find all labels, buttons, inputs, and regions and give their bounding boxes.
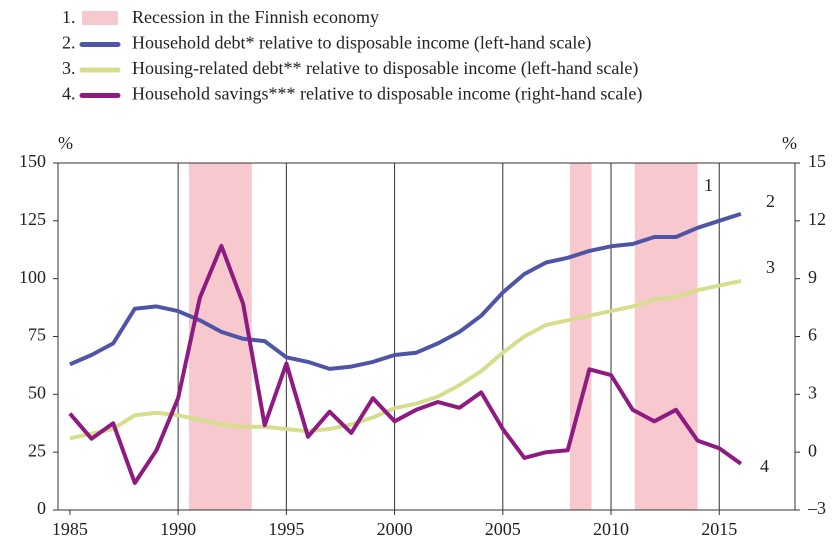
legend-label: Housing-related debt** relative to dispo… (132, 58, 638, 79)
legend-swatch (82, 11, 118, 25)
y-tick-label: 25 (28, 440, 46, 460)
series-line (69, 279, 742, 441)
recession-band (634, 163, 698, 510)
x-tick-label: 2015 (701, 519, 737, 539)
y-tick-label: 125 (19, 209, 46, 229)
legend-label: Household savings*** relative to disposa… (132, 84, 642, 105)
y2-tick-label: –3 (807, 498, 826, 518)
y-tick-label: 0 (37, 498, 46, 518)
recession-band (569, 163, 592, 510)
y-tick-label: 75 (28, 325, 46, 345)
annotation: 1 (704, 175, 713, 195)
y-tick-label: 50 (28, 382, 46, 402)
y2-tick-label: 9 (808, 267, 817, 287)
y2-tick-label: 6 (808, 325, 817, 345)
y2-tick-label: 0 (808, 440, 817, 460)
legend-label: Recession in the Finnish economy (132, 7, 379, 27)
y2-axis-unit: % (782, 133, 797, 153)
legend-number: 3. (62, 58, 76, 78)
plot-frame (57, 162, 796, 511)
y-tick-label: 100 (19, 267, 46, 287)
legend-number: 2. (62, 33, 76, 53)
annotation: 2 (766, 191, 775, 211)
x-tick-label: 2010 (593, 519, 629, 539)
y2-tick-label: 3 (808, 382, 817, 402)
x-tick-label: 1985 (52, 519, 88, 539)
annotation: 3 (766, 257, 775, 277)
x-tick-label: 2000 (377, 519, 413, 539)
y-tick-label: 150 (19, 151, 46, 171)
series-line (68, 243, 743, 485)
legend-number: 1. (62, 7, 76, 27)
series-line (69, 211, 742, 371)
legend-label: Household debt* relative to disposable i… (132, 33, 591, 54)
x-tick-label: 2005 (485, 519, 521, 539)
x-tick-label: 1995 (268, 519, 304, 539)
y2-tick-label: 12 (808, 209, 826, 229)
y-axis-unit: % (58, 133, 73, 153)
annotation: 4 (760, 456, 769, 476)
x-tick-label: 1990 (160, 519, 196, 539)
y2-tick-label: 15 (808, 151, 826, 171)
legend-number: 4. (62, 84, 76, 104)
